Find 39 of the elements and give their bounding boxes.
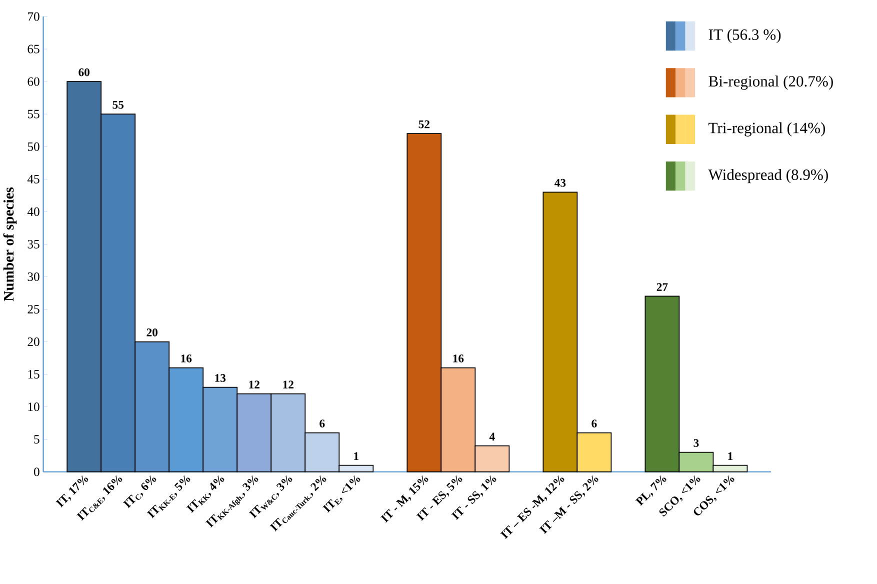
- x-tick-label: PL, 7%: [635, 475, 666, 506]
- y-tick-label: 15: [28, 370, 40, 379]
- y-tick-label: 40: [27, 208, 40, 216]
- data-label: 43: [554, 179, 566, 187]
- data-label: 16: [181, 354, 192, 363]
- data-label: 6: [320, 420, 325, 428]
- y-tick-label: 30: [28, 272, 40, 282]
- y-tick-label: 45: [27, 175, 40, 184]
- data-label: 4: [489, 432, 495, 441]
- data-label: 27: [656, 283, 668, 291]
- data-label: 3: [694, 439, 699, 448]
- data-label: 60: [78, 68, 90, 76]
- legend-label: Bi-regional (20.7%): [708, 76, 833, 90]
- data-label: 16: [453, 354, 464, 363]
- data-label: 12: [283, 380, 294, 389]
- legend-label: IT (56.3 %): [708, 29, 781, 44]
- y-tick-label: 0: [34, 468, 40, 476]
- data-label: 6: [592, 420, 597, 428]
- y-tick-label: 20: [28, 338, 40, 346]
- y-tick-label: 50: [28, 142, 40, 152]
- data-label: 20: [146, 328, 158, 336]
- y-tick-label: 35: [28, 240, 40, 249]
- y-tick-label: 10: [28, 402, 40, 412]
- legend-label: Tri-regional (14%): [708, 122, 826, 137]
- data-label: 1: [354, 452, 358, 460]
- data-label: 55: [112, 101, 124, 109]
- y-tick-label: 60: [28, 77, 40, 86]
- x-tick-label: IT, 17%: [56, 475, 88, 508]
- data-label: 12: [249, 380, 260, 389]
- y-tick-label: 5: [34, 435, 40, 444]
- y-tick-label: 55: [28, 110, 40, 118]
- data-label: 1: [728, 452, 733, 460]
- data-label: 52: [418, 120, 430, 128]
- y-tick-label: 25: [28, 305, 40, 314]
- legend-label: Widespread (8.9%): [708, 169, 828, 184]
- y-tick-label: 65: [28, 44, 40, 54]
- y-tick-label: 70: [28, 12, 40, 21]
- data-label: 13: [215, 374, 226, 382]
- y-axis-title: Number of species: [3, 188, 17, 302]
